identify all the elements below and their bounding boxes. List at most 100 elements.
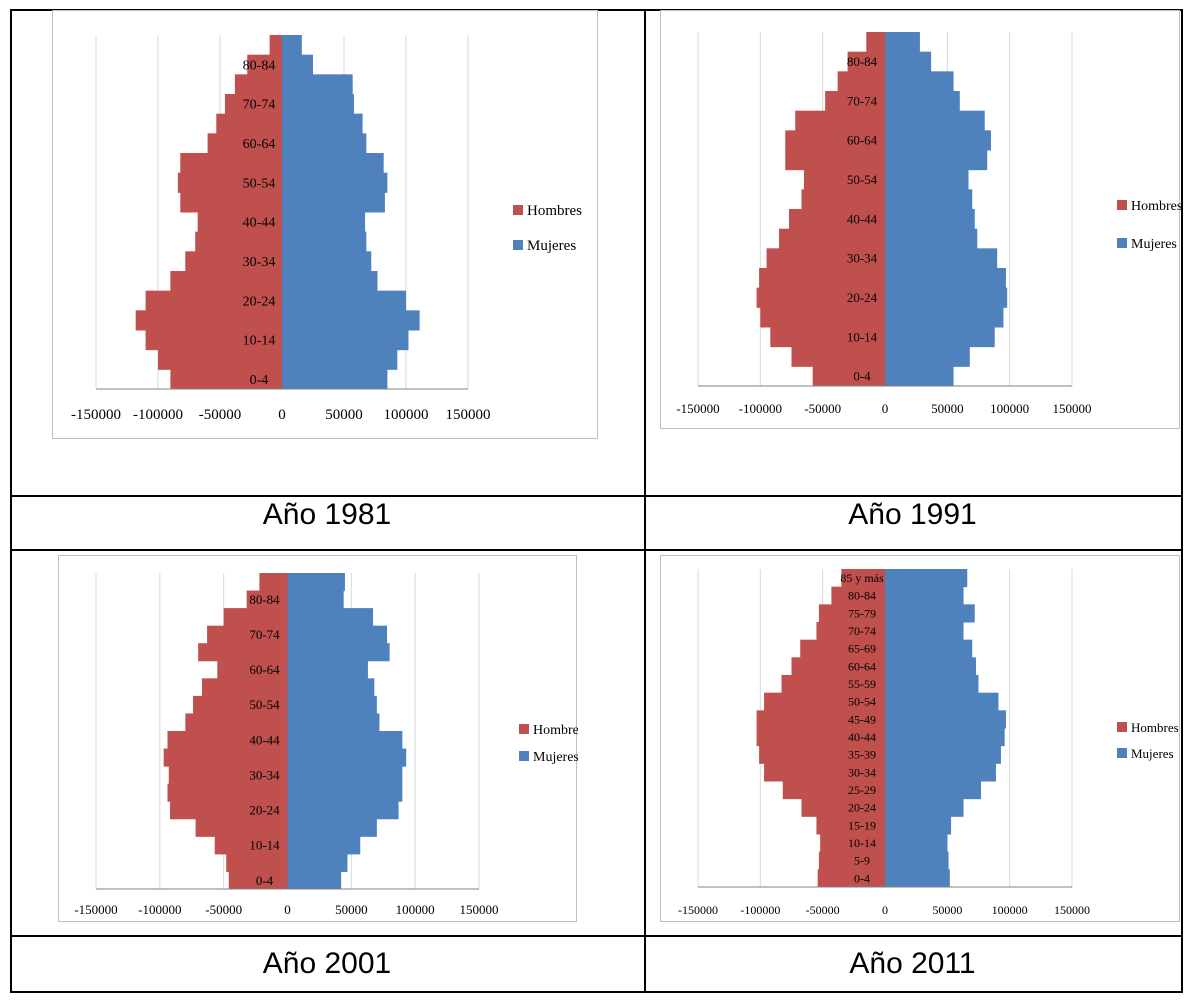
category-label: 30-34 (243, 255, 276, 270)
bar-mujeres-85-y-más (282, 35, 302, 56)
bar-mujeres-60-64 (287, 660, 368, 679)
bar-hombres-10-14 (770, 327, 885, 348)
bar-hombres-80-84 (847, 51, 885, 72)
bar-hombres-50-54 (803, 169, 885, 190)
bar-mujeres-60-64 (885, 130, 991, 151)
bar-mujeres-65-69 (885, 110, 985, 131)
x-tick-label: 0 (882, 401, 889, 416)
x-tick-label: 0 (278, 407, 286, 423)
bar-hombres-85-y-más (259, 573, 288, 592)
bar-mujeres-45-49 (282, 192, 385, 213)
bar-hombres-45-49 (801, 189, 885, 210)
category-label: 25-29 (848, 783, 876, 797)
category-label: 20-24 (847, 290, 878, 305)
bar-mujeres-35-39 (885, 745, 1001, 764)
legend-mujeres-label: Mujeres (533, 750, 578, 765)
chart-frame-2001: -150000 -100000 -50000 0 50000 100000 150000 0-… (58, 555, 584, 922)
bar-mujeres-75-79 (287, 608, 374, 627)
bar-mujeres-40-44 (287, 731, 403, 750)
bar-hombres-75-79 (837, 71, 885, 92)
category-label: 50-54 (243, 176, 276, 191)
bar-hombres-10-14 (214, 836, 288, 855)
category-label: 70-74 (243, 98, 276, 113)
category-label: 40-44 (243, 216, 276, 231)
bar-hombres-10-14 (820, 834, 885, 853)
category-label: 70-74 (847, 93, 878, 108)
bar-hombres-70-74 (825, 91, 885, 112)
caption-1981: Año 1981 (262, 498, 392, 531)
category-label: 70-74 (848, 624, 876, 638)
bar-mujeres-50-54 (287, 695, 377, 714)
category-label: 10-14 (847, 329, 878, 344)
x-tick-label: 150000 (1053, 401, 1092, 416)
bar-mujeres-45-49 (885, 189, 973, 210)
bar-mujeres-10-14 (287, 836, 361, 855)
bar-hombres-0-4 (817, 869, 885, 888)
category-label: 10-14 (249, 838, 280, 853)
category-label: 20-24 (249, 803, 280, 818)
bar-hombres-30-34 (168, 766, 288, 785)
bar-hombres-35-39 (195, 231, 282, 252)
legend-mujeres-swatch (1117, 238, 1127, 248)
x-tick-label: 50000 (932, 903, 962, 917)
population-pyramid-1991: -150000 -100000 -50000 0 50000 100000 150000 0-… (676, 32, 1182, 416)
x-tick-label: -50000 (205, 902, 242, 917)
bar-mujeres-15-19 (282, 310, 420, 331)
bar-mujeres-5-9 (885, 851, 949, 870)
bar-hombres-0-4 (812, 366, 885, 387)
caption-1991: Año 1991 (848, 498, 977, 531)
x-tick-label: 0 (284, 902, 291, 917)
bar-mujeres-20-24 (287, 801, 399, 820)
bar-mujeres-70-74 (282, 94, 354, 115)
x-tick-label: -100000 (133, 407, 183, 423)
category-label: 0-4 (256, 873, 274, 888)
legend-mujeres-swatch (513, 240, 523, 250)
bar-mujeres-60-64 (282, 133, 367, 154)
bar-hombres-30-34 (764, 763, 885, 782)
legend-hombres-swatch (513, 205, 523, 215)
bar-hombres-55-59 (201, 678, 288, 697)
bar-hombres-15-19 (816, 816, 885, 835)
legend-mujeres-swatch (519, 751, 529, 761)
x-tick-label: 150000 (460, 902, 499, 917)
bar-hombres-5-9 (226, 853, 288, 872)
category-label: 20-24 (848, 801, 876, 815)
legend-mujeres-label: Mujeres (527, 238, 576, 254)
bar-hombres-80-84 (247, 54, 282, 75)
category-label: 10-14 (243, 334, 276, 349)
caption-2001: Año 2001 (262, 947, 392, 980)
x-tick-label: 150000 (1054, 903, 1090, 917)
bar-mujeres-0-4 (282, 369, 388, 390)
category-label: 40-44 (847, 211, 878, 226)
bar-mujeres-20-24 (885, 798, 964, 817)
bar-hombres-35-39 (163, 748, 288, 767)
category-label: 35-39 (848, 748, 876, 762)
legend-hombres-label: Hombres (1131, 720, 1179, 735)
category-label: 60-64 (249, 662, 280, 677)
bar-mujeres-40-44 (885, 209, 975, 230)
bar-hombres-45-49 (185, 713, 288, 732)
bar-hombres-85-y-más (841, 569, 885, 588)
bar-hombres-40-44 (789, 209, 885, 230)
bar-mujeres-50-54 (282, 172, 388, 193)
category-label: 45-49 (848, 712, 876, 726)
bar-mujeres-25-29 (885, 268, 1006, 289)
table-divider-2 (12, 549, 1181, 551)
bar-hombres-10-14 (145, 330, 282, 351)
bar-hombres-60-64 (785, 130, 885, 151)
category-label: 20-24 (243, 294, 276, 309)
category-label: 80-84 (847, 54, 878, 69)
bar-hombres-35-39 (759, 745, 885, 764)
bar-hombres-60-64 (791, 657, 885, 676)
table-divider-3 (12, 935, 1181, 937)
category-label: 50-54 (249, 697, 280, 712)
x-tick-label: 100000 (990, 401, 1029, 416)
bar-mujeres-15-19 (885, 816, 952, 835)
bar-mujeres-10-14 (885, 834, 948, 853)
legend-mujeres-label: Mujeres (1131, 746, 1174, 761)
category-label: 30-34 (847, 251, 878, 266)
population-pyramid-2011: -150000 -100000 -50000 0 50000 100000 150000 0-… (678, 569, 1179, 917)
bar-mujeres-0-4 (287, 871, 342, 890)
bar-hombres-50-54 (764, 692, 885, 711)
category-label: 10-14 (848, 836, 876, 850)
